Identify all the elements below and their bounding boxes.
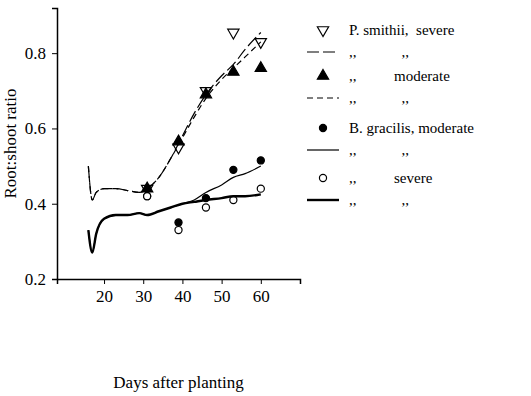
legend-entry: ,, ,,	[307, 142, 409, 158]
y-tick-label: 0.6	[25, 119, 46, 138]
x-tick-label: 30	[135, 287, 152, 306]
x-tick-mark	[104, 279, 105, 284]
legend-line	[307, 51, 339, 52]
y-tick: 0.4	[25, 195, 57, 214]
x-axis-title: Days after planting	[113, 373, 244, 392]
chart: 20 30 40 50 60 0.2 0.4 0.6 0.8 Days after plantin…	[0, 0, 531, 396]
x-tick: 30	[135, 279, 152, 306]
legend-label: ,, moderate	[349, 68, 450, 84]
data-point	[230, 166, 237, 173]
y-axis-title: Root:shoot ratio	[1, 88, 20, 198]
legend-line	[307, 199, 339, 201]
legend-label: B. gracilis, moderate	[349, 120, 474, 136]
legend-symbol	[319, 174, 326, 181]
legend-label: ,, ,,	[349, 90, 409, 106]
plot: 20 30 40 50 60 0.2 0.4 0.6 0.8	[25, 9, 301, 307]
data-point	[142, 182, 153, 192]
x-tick-label: 40	[174, 287, 191, 306]
legend-entry: ,, ,,	[307, 192, 409, 208]
y-tick-label: 0.8	[25, 44, 46, 63]
y-tick-mark	[52, 279, 57, 280]
y-tick-mark	[52, 204, 57, 205]
data-point	[257, 157, 264, 164]
legend-label: ,, ,,	[349, 192, 409, 208]
x-tick-mark	[182, 279, 183, 284]
fit-line	[88, 32, 260, 199]
data-point	[175, 227, 182, 234]
data-point	[228, 65, 239, 75]
y-tick: 0.8	[25, 44, 57, 63]
x-tick: 50	[214, 279, 231, 306]
x-tick-label: 20	[96, 287, 113, 306]
data-point	[255, 39, 266, 49]
marks	[88, 29, 266, 252]
x-tick: 20	[96, 279, 113, 306]
data-point	[202, 204, 209, 211]
fit-line	[88, 166, 260, 253]
legend-label: ,, severe	[349, 170, 433, 186]
legend-symbol	[317, 27, 328, 37]
data-point	[228, 29, 239, 39]
legend-entry: ,, ,,	[307, 44, 409, 60]
legend-label: P. smithii, severe	[349, 22, 455, 38]
y-tick-label: 0.4	[25, 195, 47, 214]
y-tick-label: 0.2	[25, 270, 46, 289]
data-point	[173, 135, 184, 145]
legend-entry: P. smithii, severe	[317, 22, 454, 38]
legend-line	[307, 97, 339, 98]
x-tick: 40	[174, 279, 191, 306]
legend-entry: B. gracilis, moderate	[319, 120, 474, 136]
y-tick-mark	[52, 53, 57, 54]
legend-entry: ,, ,,	[307, 90, 409, 106]
legend-entry: ,, severe	[319, 170, 432, 186]
legend-symbol	[317, 69, 328, 79]
data-point	[144, 193, 151, 200]
x-tick: 60	[253, 279, 270, 306]
x-tick-mark	[222, 279, 223, 284]
y-axis-line	[52, 9, 58, 280]
x-tick-mark	[143, 279, 144, 284]
legend-symbol	[319, 124, 326, 131]
legend-label: ,, ,,	[349, 142, 409, 158]
legend-line	[307, 149, 339, 150]
legend-label: ,, ,,	[349, 44, 409, 60]
y-tick-mark	[52, 128, 57, 129]
legend-entry: ,, moderate	[317, 68, 450, 84]
x-tick-mark	[261, 279, 262, 284]
y-tick: 0.6	[25, 119, 57, 138]
data-point	[257, 185, 264, 192]
x-tick-label: 50	[214, 287, 231, 306]
x-axis: 20 30 40 50 60	[58, 279, 301, 306]
fit-line	[88, 194, 260, 252]
data-point	[144, 193, 151, 200]
legend: P. smithii, severe ,, ,, ,, moderate ,, ,, B…	[307, 22, 474, 208]
y-axis: 0.2 0.4 0.6 0.8	[25, 9, 58, 289]
y-tick: 0.2	[25, 270, 57, 289]
data-point	[255, 62, 266, 72]
x-tick-label: 60	[253, 287, 270, 306]
data-point	[175, 219, 182, 226]
x-axis-line	[58, 280, 301, 285]
